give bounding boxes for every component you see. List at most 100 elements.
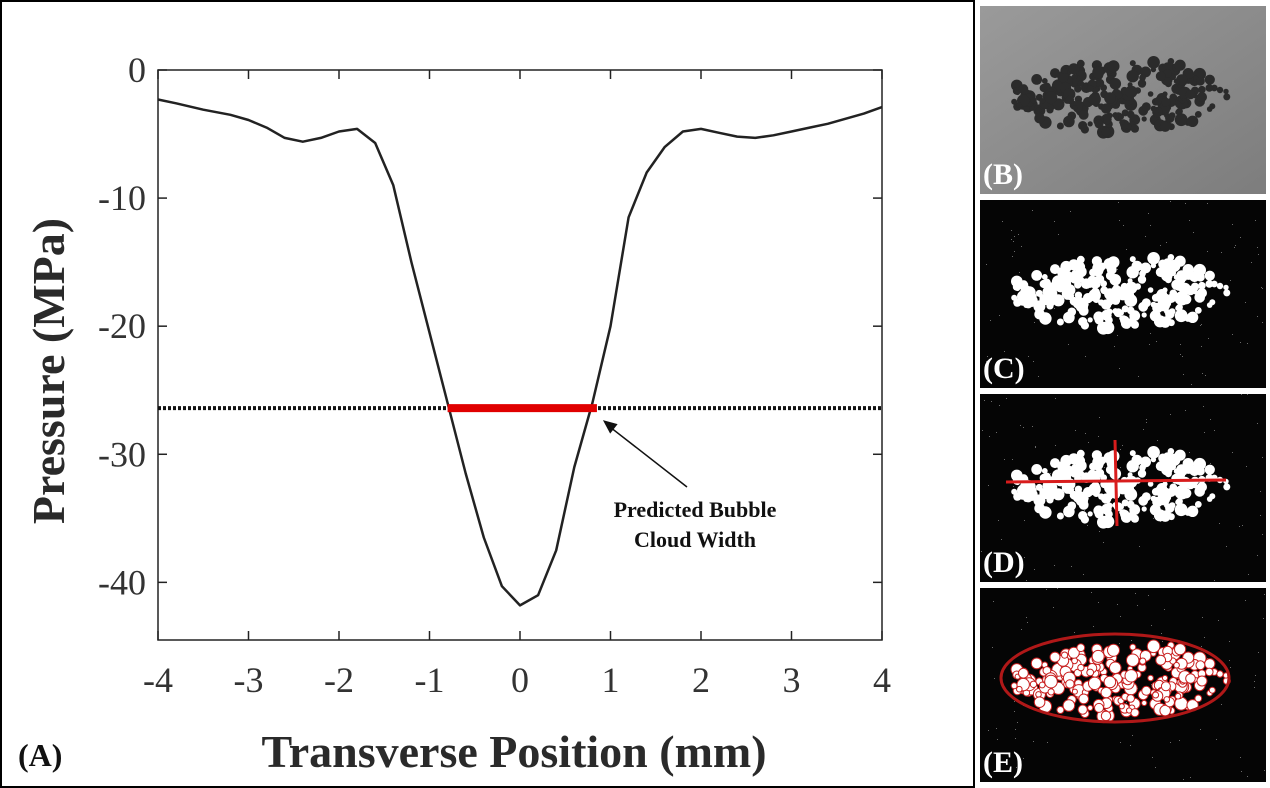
bubble-blob	[1198, 281, 1206, 290]
bubble-blob	[1126, 266, 1139, 279]
bubble-blob	[1223, 93, 1231, 101]
bubble-cloud-raw-image	[980, 6, 1266, 194]
bubble-blob	[1161, 674, 1169, 682]
noise-speck	[1261, 287, 1262, 288]
bubble-blob	[1078, 500, 1089, 510]
bubble-blob	[1147, 287, 1154, 293]
bubble-blob	[1126, 110, 1135, 119]
bubble-blob	[1063, 115, 1075, 128]
bubble-blob	[1087, 317, 1093, 323]
noise-speck	[1143, 429, 1144, 430]
noise-speck	[1017, 722, 1018, 723]
noise-speck	[1024, 520, 1025, 521]
noise-speck	[1047, 742, 1048, 743]
bubble-blob	[1118, 703, 1125, 710]
bubble-blob	[1194, 111, 1202, 118]
bubble-blob	[1104, 288, 1116, 300]
bubble-blob	[1030, 293, 1037, 300]
panel-b-label: (B)	[983, 158, 1023, 191]
noise-speck	[1251, 262, 1252, 263]
bubble-blob	[1160, 681, 1171, 692]
bubble-blob	[1204, 270, 1215, 281]
bubble-blob	[1197, 288, 1207, 298]
bubble-blob	[1030, 487, 1037, 494]
noise-speck	[1262, 534, 1263, 535]
bubble-blob	[1162, 481, 1168, 487]
bubble-blob	[1100, 686, 1112, 699]
bubble-cloud-binary-image	[980, 200, 1266, 388]
x-tick-label: -3	[234, 660, 264, 700]
noise-speck	[1126, 702, 1127, 703]
bubble-blob	[1035, 691, 1042, 698]
noise-speck	[1148, 213, 1149, 214]
bubble-blob	[1076, 59, 1085, 68]
noise-speck	[1033, 741, 1034, 742]
noise-speck	[988, 730, 989, 731]
annotation-arrow-head	[602, 420, 618, 434]
noise-speck	[1247, 343, 1248, 344]
bubble-blob	[1087, 704, 1094, 712]
bubble-blob	[1196, 466, 1205, 476]
noise-speck	[1214, 430, 1215, 431]
noise-speck	[1246, 466, 1247, 467]
noise-speck	[1055, 445, 1056, 446]
panel-d-label: (D)	[983, 546, 1025, 579]
bubble-blob	[1074, 85, 1082, 93]
noise-speck	[1200, 729, 1201, 730]
bubble-blob	[1196, 675, 1208, 687]
bubble-blob	[1094, 509, 1104, 519]
bubble-blob	[1031, 464, 1043, 475]
bubble-blob	[1146, 639, 1161, 654]
bubble-blob	[1107, 450, 1120, 463]
bubble-blob	[1141, 312, 1147, 318]
bubble-blob	[1139, 464, 1146, 471]
bubble-blob	[1065, 95, 1075, 105]
noise-speck	[1160, 245, 1161, 246]
noise-speck	[1242, 525, 1243, 526]
noise-speck	[1230, 280, 1231, 281]
noise-speck	[1264, 770, 1265, 771]
noise-speck	[1179, 740, 1180, 741]
bubble-blob	[1126, 707, 1133, 714]
x-tick-label: -4	[143, 660, 173, 700]
bubble-blob	[1078, 121, 1088, 131]
bubble-blob	[1076, 643, 1086, 653]
bubble-blob	[1103, 675, 1117, 689]
bubble-blob	[1062, 699, 1076, 712]
noise-speck	[1221, 252, 1222, 253]
bubble-blob	[1141, 116, 1147, 122]
bubble-blob	[1029, 680, 1038, 689]
bubble-blob	[1162, 91, 1168, 97]
noise-speck	[1205, 375, 1206, 376]
x-tick-label: 4	[873, 660, 891, 700]
noise-speck	[1014, 711, 1015, 712]
bubble-blob	[1126, 500, 1135, 509]
bubble-blob	[1056, 706, 1065, 714]
bubble-blob	[1078, 110, 1089, 120]
bubble-blob	[1035, 107, 1042, 114]
bubble-blob	[1204, 464, 1215, 475]
noise-speck	[1071, 566, 1072, 567]
noise-speck	[1012, 459, 1013, 460]
noise-speck	[1098, 602, 1099, 603]
noise-speck	[997, 559, 998, 560]
bubble-blob	[1129, 60, 1136, 67]
bubble-blob	[1018, 667, 1029, 679]
noise-speck	[1254, 681, 1255, 682]
bubble-blob	[1155, 71, 1166, 82]
noise-speck	[1240, 757, 1241, 758]
bubble-blob	[1071, 269, 1078, 276]
bubble-blob	[1034, 112, 1045, 124]
noise-speck	[1034, 569, 1035, 570]
bubble-blob	[1125, 85, 1138, 99]
noise-speck	[1132, 735, 1133, 736]
bubble-blob	[1078, 317, 1088, 327]
bubble-blob	[1071, 657, 1078, 665]
noise-speck	[984, 400, 985, 401]
bubble-blob	[1141, 506, 1147, 512]
noise-speck	[1013, 486, 1014, 487]
noise-speck	[1126, 249, 1127, 250]
bubble-cloud-axes-image	[980, 394, 1266, 582]
noise-speck	[1208, 338, 1209, 339]
y-tick-label: -40	[98, 562, 146, 602]
